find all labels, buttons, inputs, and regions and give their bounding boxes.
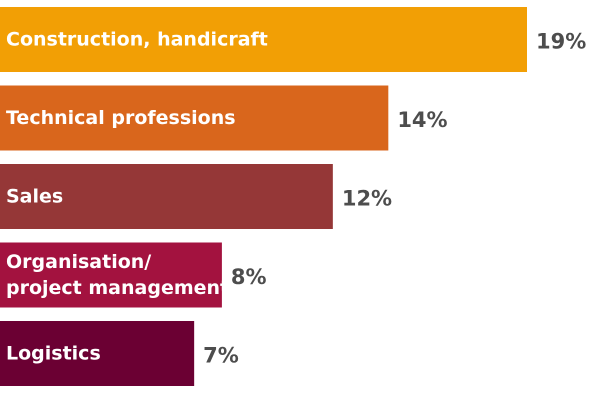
category-label: Technical professions [6,107,236,129]
value-label: 8% [231,265,267,289]
bar-group: Construction, handicraft 19% [0,7,586,72]
value-label: 7% [203,344,239,368]
bar-group: Technical professions 14% [0,85,448,151]
bar [0,164,333,229]
value-label: 14% [397,108,447,132]
bar [0,242,222,308]
category-label: Organisation/project management [6,251,229,299]
bar-group: Organisation/project management 8% [0,242,267,308]
category-label: Sales [6,186,63,208]
value-label: 19% [536,30,586,54]
value-label: 12% [342,187,392,211]
category-label: Construction, handicraft [6,29,268,51]
bar [0,7,527,72]
bar [0,321,195,386]
bar [0,85,389,151]
bar-group: Sales 12% [0,164,392,229]
bar-group: Logistics 7% [0,321,239,386]
category-label: Logistics [6,343,101,365]
